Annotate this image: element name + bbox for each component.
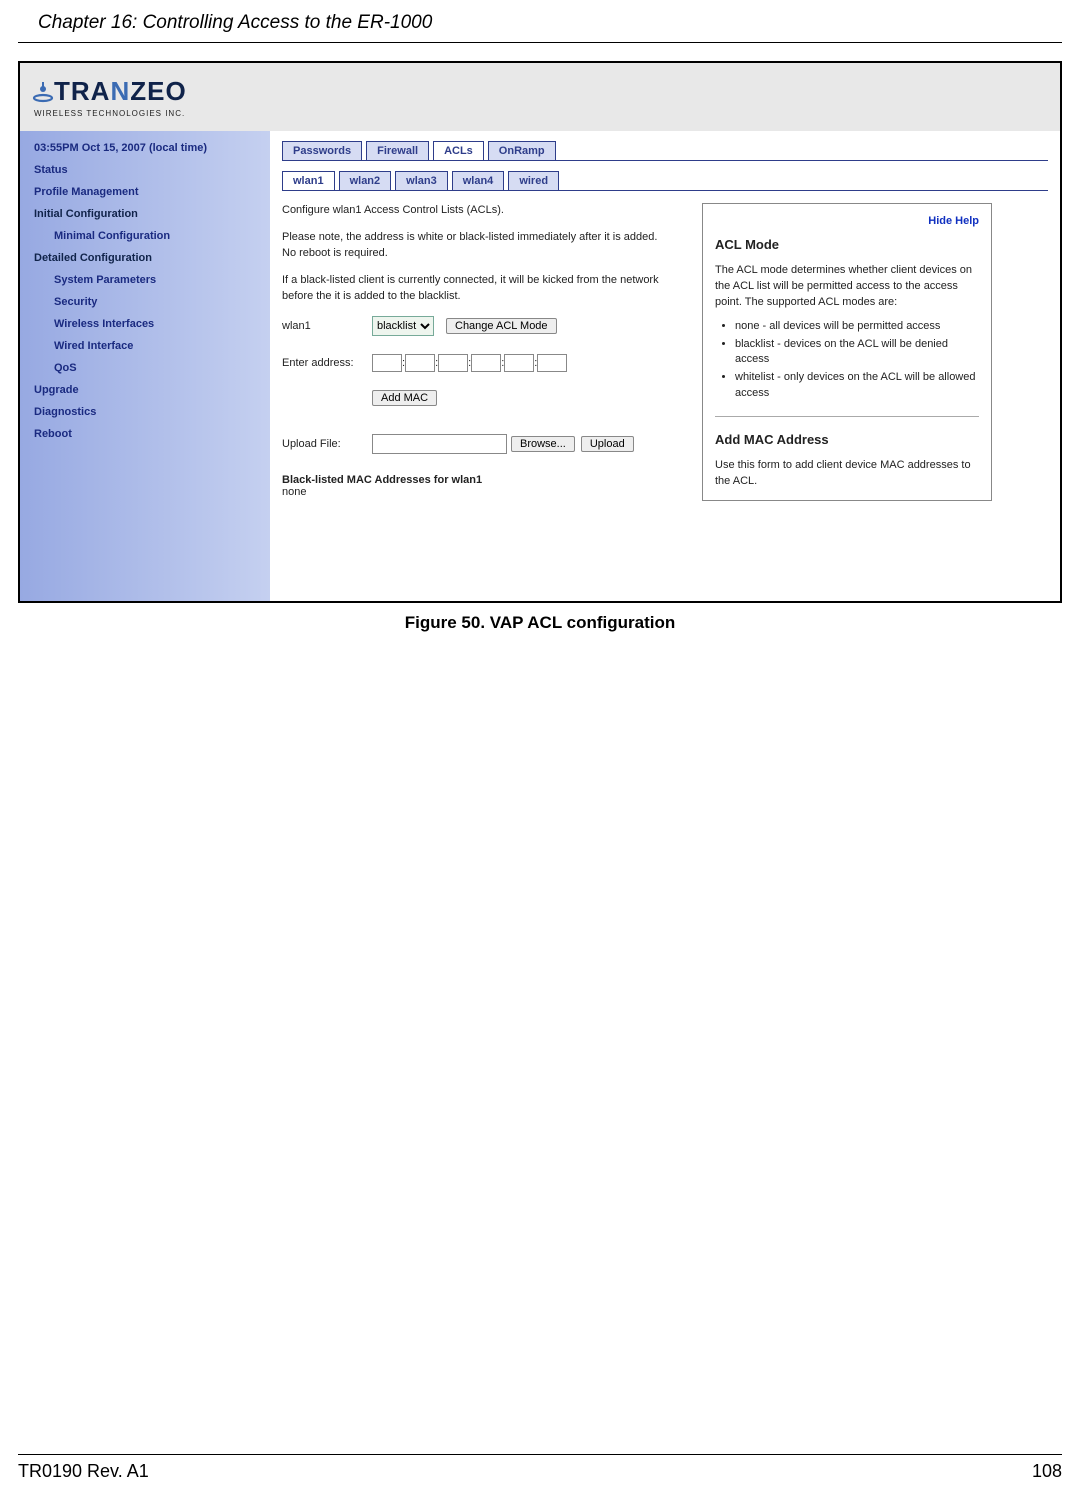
subtab-wired[interactable]: wired [508, 171, 559, 190]
help-li-black: blacklist - devices on the ACL will be d… [735, 337, 979, 369]
sidebar-item-reboot[interactable]: Reboot [20, 423, 270, 445]
logo-text-n: N [110, 76, 130, 106]
file-input[interactable] [372, 434, 507, 454]
tab-firewall[interactable]: Firewall [366, 141, 429, 160]
help-add-text: Use this form to add client device MAC a… [715, 458, 979, 490]
hide-help-link[interactable]: Hide Help [928, 214, 979, 230]
mac-input-6[interactable] [537, 354, 567, 372]
sidebar-item-diagnostics[interactable]: Diagnostics [20, 401, 270, 423]
page-footer: TR0190 Rev. A1 108 [18, 1454, 1062, 1482]
change-mode-button[interactable]: Change ACL Mode [446, 318, 557, 334]
tab-acls[interactable]: ACLs [433, 141, 484, 160]
add-mac-button[interactable]: Add MAC [372, 390, 437, 406]
top-banner: TRANZEO WIRELESS TECHNOLOGIES INC. [20, 63, 1060, 131]
mac-input-3[interactable] [438, 354, 468, 372]
kick-text: If a black-listed client is currently co… [282, 273, 662, 304]
blacklist-title: Black-listed MAC Addresses for wlan1 [282, 474, 482, 486]
mode-row: wlan1 blacklist Change ACL Mode [282, 316, 662, 336]
mac-row: Enter address: : : : : : [282, 354, 662, 372]
upload-button[interactable]: Upload [581, 436, 634, 452]
sidebar-item-minimal[interactable]: Minimal Configuration [20, 225, 270, 247]
subtab-wlan1[interactable]: wlan1 [282, 171, 335, 190]
subtab-wlan4[interactable]: wlan4 [452, 171, 505, 190]
logo-text-2: ZEO [130, 76, 186, 106]
mac-input-5[interactable] [504, 354, 534, 372]
subtab-wlan3[interactable]: wlan3 [395, 171, 448, 190]
chapter-header: Chapter 16: Controlling Access to the ER… [18, 0, 1062, 43]
mac-input-2[interactable] [405, 354, 435, 372]
sidebar-section-detailed: Detailed Configuration [20, 247, 270, 269]
subtabs: wlan1 wlan2 wlan3 wlan4 wired [282, 171, 1048, 191]
sidebar-item-sysparams[interactable]: System Parameters [20, 269, 270, 291]
main-content: Passwords Firewall ACLs OnRamp wlan1 wla… [270, 131, 1060, 601]
sidebar-item-upgrade[interactable]: Upgrade [20, 379, 270, 401]
sidebar-item-profile[interactable]: Profile Management [20, 181, 270, 203]
help-li-white: whitelist - only devices on the ACL will… [735, 370, 979, 402]
sidebar-section-initial: Initial Configuration [20, 203, 270, 225]
footer-right: 108 [1032, 1461, 1062, 1482]
tab-onramp[interactable]: OnRamp [488, 141, 556, 160]
acl-mode-select[interactable]: blacklist [372, 316, 434, 336]
enter-address-label: Enter address: [282, 357, 372, 369]
help-mode-text: The ACL mode determines whether client d… [715, 263, 979, 311]
sidebar-time: 03:55PM Oct 15, 2007 (local time) [20, 137, 270, 159]
note-text: Please note, the address is white or bla… [282, 230, 662, 261]
sidebar-item-wireless[interactable]: Wireless Interfaces [20, 313, 270, 335]
logo-text-1: TRA [54, 76, 110, 106]
logo: TRANZEO WIRELESS TECHNOLOGIES INC. [32, 76, 187, 118]
tab-passwords[interactable]: Passwords [282, 141, 362, 160]
intro-text: Configure wlan1 Access Control Lists (AC… [282, 203, 662, 218]
help-li-none: none - all devices will be permitted acc… [735, 319, 979, 335]
upload-row: Upload File: Browse... Upload [282, 434, 662, 454]
subtab-wlan2[interactable]: wlan2 [339, 171, 392, 190]
help-mode-title: ACL Mode [715, 236, 979, 255]
footer-left: TR0190 Rev. A1 [18, 1461, 149, 1482]
blacklist-none: none [282, 486, 306, 498]
browse-button[interactable]: Browse... [511, 436, 575, 452]
sidebar-item-status[interactable]: Status [20, 159, 270, 181]
sidebar-item-security[interactable]: Security [20, 291, 270, 313]
tabs: Passwords Firewall ACLs OnRamp [282, 141, 1048, 161]
content-left: Configure wlan1 Access Control Lists (AC… [282, 203, 662, 501]
upload-label: Upload File: [282, 438, 372, 450]
screenshot: TRANZEO WIRELESS TECHNOLOGIES INC. 03:55… [18, 61, 1062, 603]
mac-input-4[interactable] [471, 354, 501, 372]
help-add-title: Add MAC Address [715, 431, 979, 450]
sidebar-item-wired[interactable]: Wired Interface [20, 335, 270, 357]
mac-input-1[interactable] [372, 354, 402, 372]
help-panel: Hide Help ACL Mode The ACL mode determin… [702, 203, 992, 501]
sidebar-item-qos[interactable]: QoS [20, 357, 270, 379]
figure-caption: Figure 50. VAP ACL configuration [0, 613, 1080, 633]
logo-subtitle: WIRELESS TECHNOLOGIES INC. [34, 109, 187, 118]
wlan1-label: wlan1 [282, 320, 372, 332]
sidebar: 03:55PM Oct 15, 2007 (local time) Status… [20, 131, 270, 601]
